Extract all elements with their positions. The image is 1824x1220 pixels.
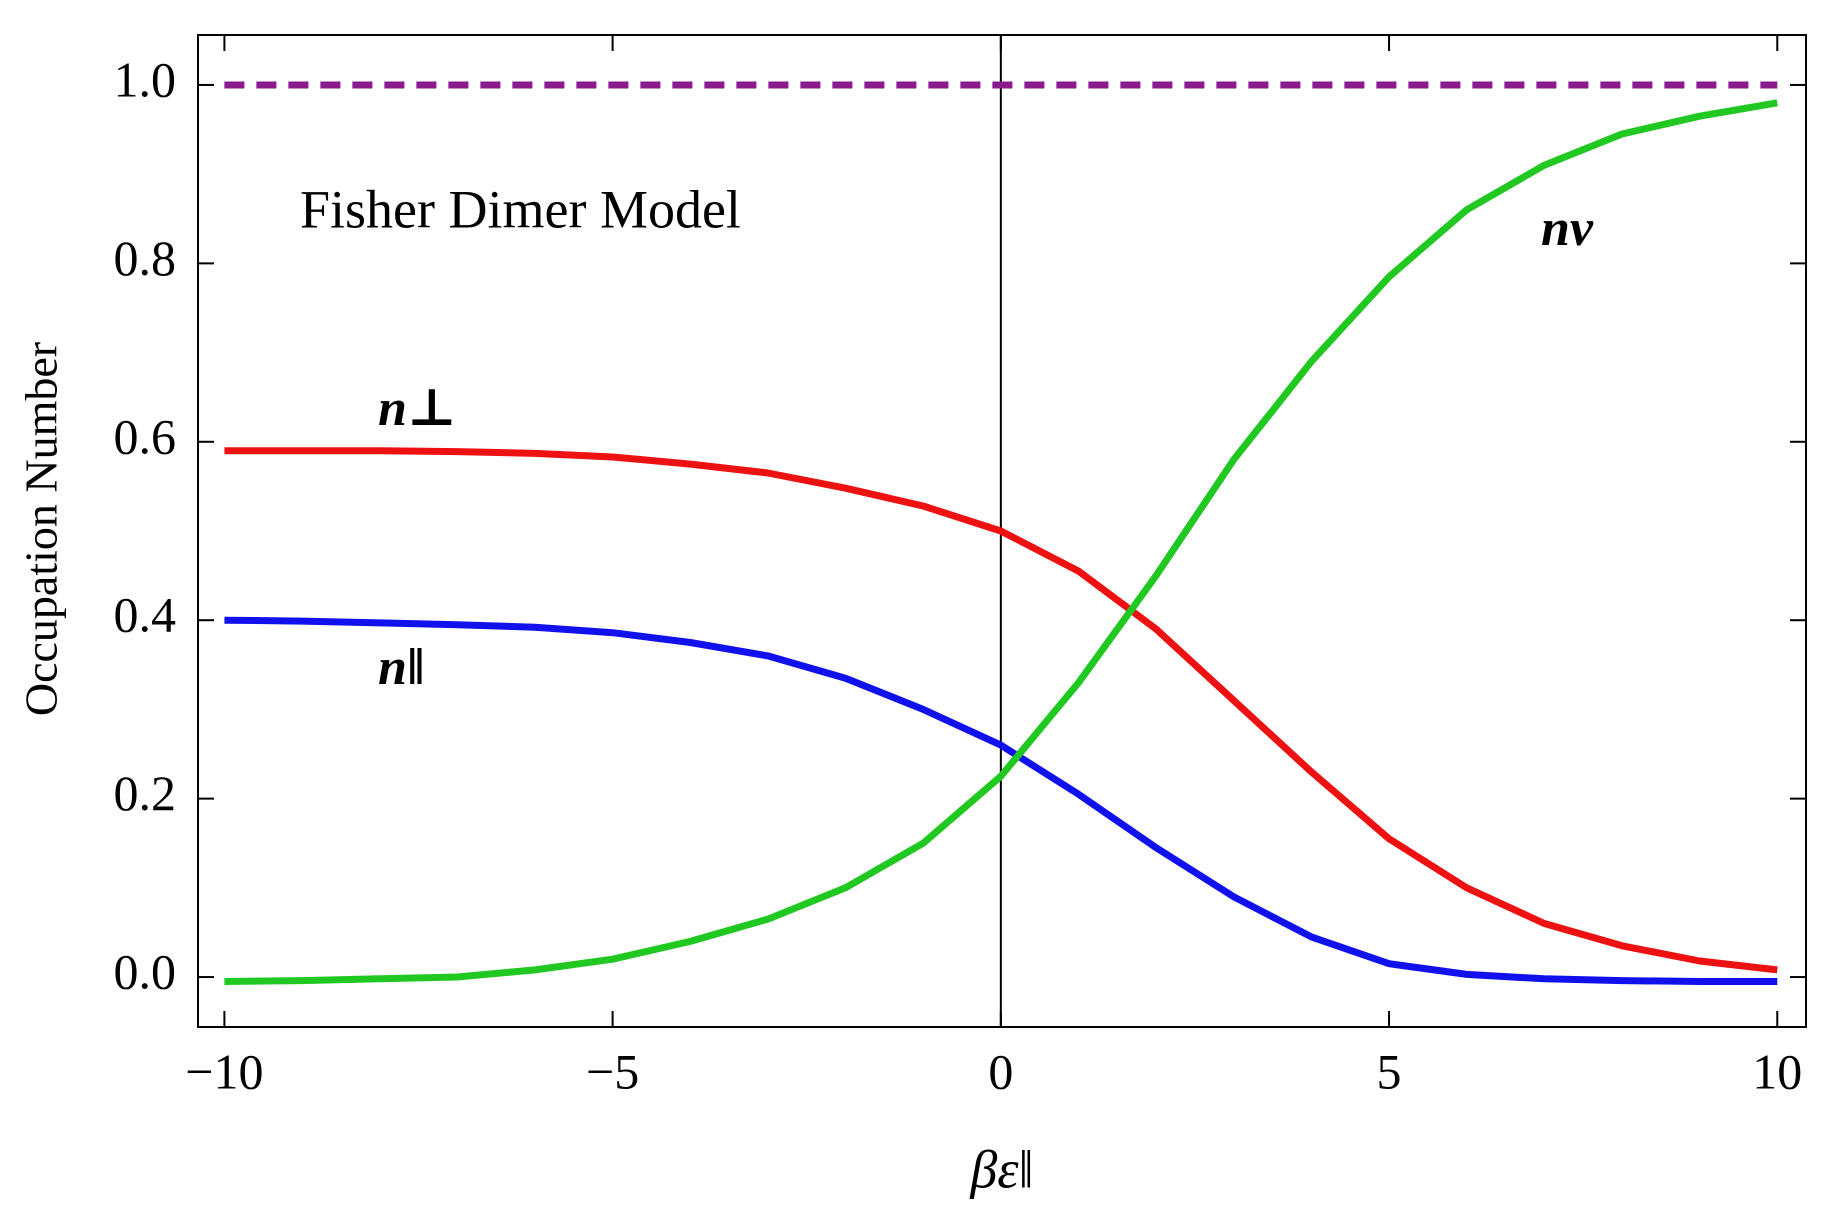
series-line (224, 447, 1778, 974)
x-axis-title: βε‖ (969, 1139, 1033, 1199)
series-line (224, 616, 1778, 985)
plot-frame (197, 34, 1807, 1028)
x-tick-label: −5 (586, 1043, 639, 1099)
series-label: nν (1541, 200, 1594, 257)
series-line (224, 99, 1778, 985)
y-tick-label: 0.6 (114, 408, 177, 464)
x-tick-label: 5 (1377, 1043, 1402, 1099)
x-tick-label: 0 (988, 1043, 1013, 1099)
y-tick-label: 0.2 (114, 765, 177, 821)
x-tick-label: −10 (185, 1043, 263, 1099)
y-axis-title: Occupation Number (16, 342, 67, 716)
series-label: n‖ (378, 639, 425, 696)
annotation: Fisher Dimer Model (300, 179, 741, 239)
x-tick-label: 10 (1752, 1043, 1802, 1099)
y-tick-label: 0.4 (114, 587, 177, 643)
y-tick-label: 0.8 (114, 230, 177, 286)
y-tick-label: 0.0 (114, 944, 177, 1000)
y-tick-label: 1.0 (114, 51, 177, 107)
series-label: n⊥ (378, 380, 457, 437)
